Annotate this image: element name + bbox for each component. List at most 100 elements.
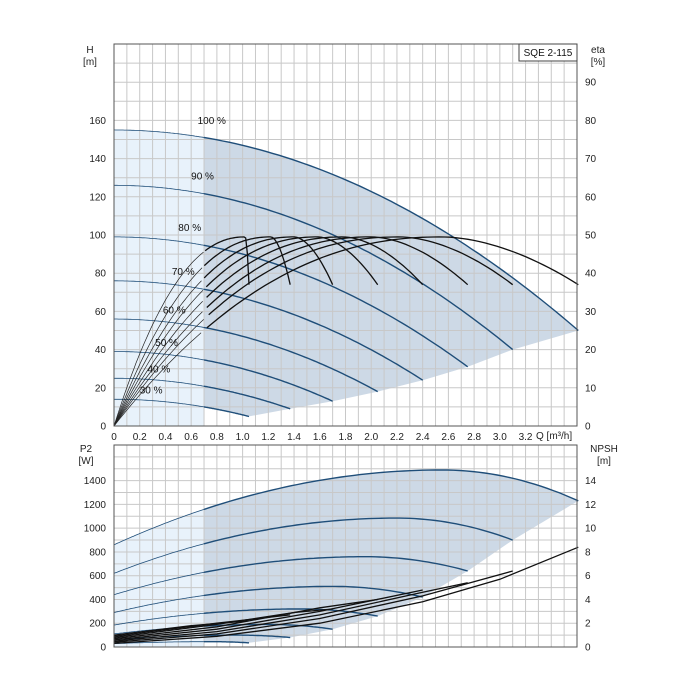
power-curve <box>203 469 579 511</box>
power-tick-label: 1400 <box>84 476 107 487</box>
npsh-tick-label: 10 <box>585 524 597 535</box>
efficiency-curve-minflow <box>113 251 204 427</box>
head-tick-label: 120 <box>89 192 106 203</box>
npsh-curve <box>113 546 579 645</box>
npsh-tick-label: 12 <box>585 500 597 511</box>
efficiency-curve-minflow <box>113 319 204 427</box>
power-curve-minflow <box>113 509 205 546</box>
power-operating-region <box>114 470 579 647</box>
power-curve-minflow <box>113 595 205 613</box>
operating-region <box>204 470 579 643</box>
power-chart-axes: 0 200 400 600 800 1000 1200 1400 0 2 4 6 8 10 12 14 <box>84 444 597 654</box>
speed-label: 80 % <box>178 223 201 234</box>
power-tick-label: 800 <box>89 547 106 558</box>
x-tick-label: 2.4 <box>416 432 430 443</box>
eta-tick-label: 20 <box>585 345 597 356</box>
efficiency-curve-minflow <box>113 311 203 427</box>
x-tick-label: 1.6 <box>313 432 327 443</box>
npsh-axis-title: NPSH <box>590 444 618 455</box>
npsh-axis-unit: [m] <box>597 456 611 467</box>
power-tick-label: 600 <box>89 571 106 582</box>
eta-tick-label: 80 <box>585 116 597 127</box>
power-curve <box>203 517 513 545</box>
head-axis-unit: [m] <box>83 57 97 68</box>
x-tick-label: 1.2 <box>261 432 275 443</box>
head-curve <box>203 136 579 332</box>
eta-tick-label: 30 <box>585 307 597 318</box>
x-tick-label: 2.6 <box>441 432 455 443</box>
speed-label: 50 % <box>155 338 178 349</box>
power-axis-title: P2 <box>80 444 93 455</box>
head-tick-label: 60 <box>95 307 107 318</box>
x-tick-label: 0.2 <box>133 432 147 443</box>
npsh-tick-label: 4 <box>585 595 591 606</box>
speed-label: 100 % <box>198 116 226 127</box>
efficiency-curve <box>206 236 424 298</box>
power-curve <box>204 634 291 639</box>
npsh-tick-label: 6 <box>585 571 591 582</box>
x-tick-label: 0.6 <box>184 432 198 443</box>
power-tick-label: 400 <box>89 595 106 606</box>
x-tick-label: 2.8 <box>467 432 481 443</box>
speed-label: 70 % <box>172 267 195 278</box>
head-curve <box>203 288 424 381</box>
x-tick-label: 1.4 <box>287 432 301 443</box>
speed-label: 90 % <box>191 172 214 183</box>
eta-tick-label: 60 <box>585 192 597 203</box>
flow-axis-title: Q [m³/h] <box>536 431 572 442</box>
efficiency-curve-minflow <box>113 300 203 427</box>
efficiency-curve <box>204 236 250 285</box>
eta-tick-label: 90 <box>585 78 597 89</box>
head-tick-label: 80 <box>95 269 107 280</box>
operating-region <box>204 137 579 417</box>
head-tick-label: 100 <box>89 231 106 242</box>
power-curve <box>204 641 249 644</box>
x-tick-label: 0.4 <box>158 432 172 443</box>
npsh-tick-label: 0 <box>585 643 591 654</box>
efficiency-curve-minflow <box>113 332 202 427</box>
power-curve <box>203 556 468 573</box>
efficiency-curve <box>205 236 379 288</box>
x-tick-label: 2.2 <box>390 432 404 443</box>
npsh-curve <box>113 582 468 642</box>
x-tick-label: 2.0 <box>364 432 378 443</box>
head-curve-minflow <box>114 280 205 290</box>
power-axis-unit: [W] <box>79 456 94 467</box>
head-curve <box>203 406 250 418</box>
npsh-curves <box>113 546 579 645</box>
model-badge: SQE 2-115 <box>518 43 578 62</box>
head-curve-minflow <box>114 377 205 387</box>
head-curve-minflow <box>113 129 205 138</box>
model-badge-label: SQE 2-115 <box>524 48 573 59</box>
head-curve-minflow <box>114 318 205 328</box>
npsh-tick-label: 8 <box>585 547 591 558</box>
power-curve-minflow <box>113 641 204 645</box>
efficiency-curves <box>113 236 579 427</box>
speed-label: 30 % <box>140 386 163 397</box>
npsh-curve <box>113 620 250 636</box>
head-plot-frame <box>113 43 578 427</box>
npsh-curve <box>113 570 513 643</box>
efficiency-curve <box>203 236 291 285</box>
head-tick-label: 20 <box>95 383 107 394</box>
eta-tick-label: 70 <box>585 154 597 165</box>
power-curve <box>203 585 423 598</box>
eta-tick-label: 40 <box>585 269 597 280</box>
npsh-tick-label: 2 <box>585 619 591 630</box>
min-flow-zone <box>114 509 204 647</box>
efficiency-curve-minflow <box>113 267 203 427</box>
eta-tick-label: 0 <box>585 422 591 433</box>
npsh-tick-label: 14 <box>585 476 597 487</box>
head-curve <box>203 385 291 410</box>
x-tick-label: 1.8 <box>339 432 353 443</box>
head-tick-label: 160 <box>89 116 106 127</box>
power-tick-label: 1000 <box>84 524 107 535</box>
head-tick-label: 40 <box>95 345 107 356</box>
x-tick-label: 3.2 <box>519 432 533 443</box>
head-axis-title: H <box>86 45 93 56</box>
speed-label: 40 % <box>147 365 170 376</box>
x-tick-label: 1.0 <box>236 432 250 443</box>
eta-tick-label: 50 <box>585 231 597 242</box>
power-curve-minflow <box>113 543 205 574</box>
